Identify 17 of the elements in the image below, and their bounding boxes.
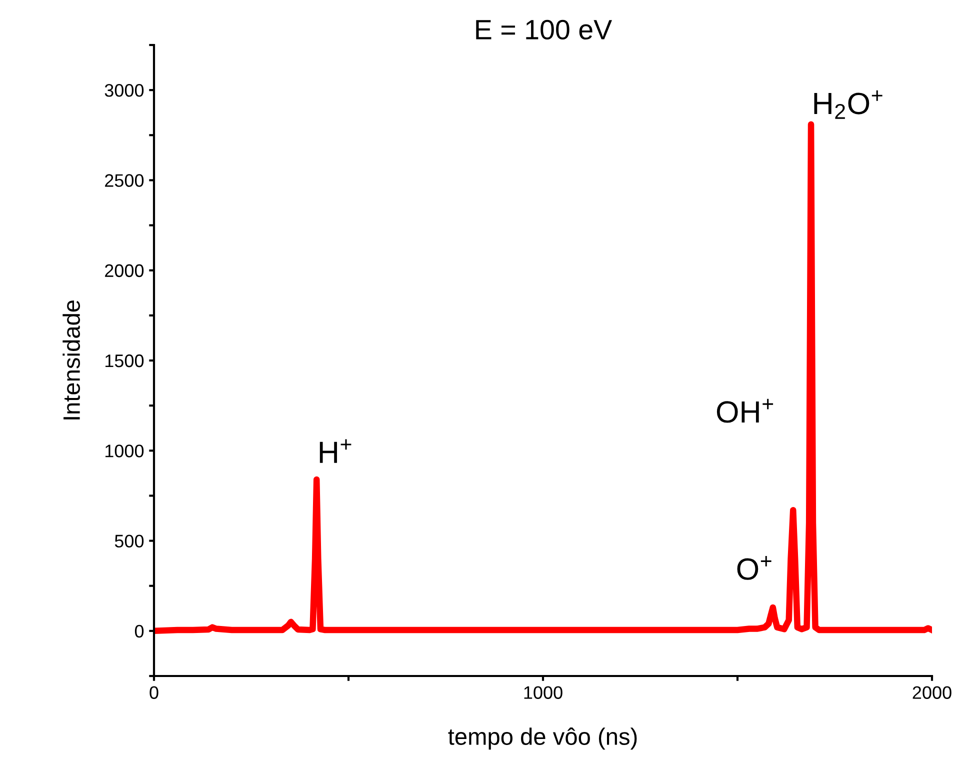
x-axis-title: tempo de vôo (ns)	[448, 728, 637, 750]
y-tick-label: 2000	[105, 264, 144, 278]
x-tick-label: 2000	[912, 686, 952, 699]
annotation: OH$^{+}$	[716, 398, 774, 423]
y-tick-label: 3000	[104, 84, 144, 97]
x-tick-label: 0	[150, 686, 158, 699]
chart-title: E = 100 eV	[476, 20, 612, 40]
y-tick-label: 1000	[105, 444, 144, 458]
y-tick-label: 500	[114, 534, 144, 548]
y-tick-label: 2500	[105, 174, 144, 187]
annotation: O$^{+}$	[737, 556, 772, 580]
annotation: H$^{+}$	[320, 439, 352, 463]
x-tick-label: 1000	[524, 686, 562, 699]
y-tick-label: 1500	[105, 354, 144, 368]
annotation: H$_{2}$O$^{+}$	[814, 90, 882, 119]
y-tick-label: 0	[134, 624, 144, 638]
y-axis-title: Intensidade	[62, 300, 80, 420]
